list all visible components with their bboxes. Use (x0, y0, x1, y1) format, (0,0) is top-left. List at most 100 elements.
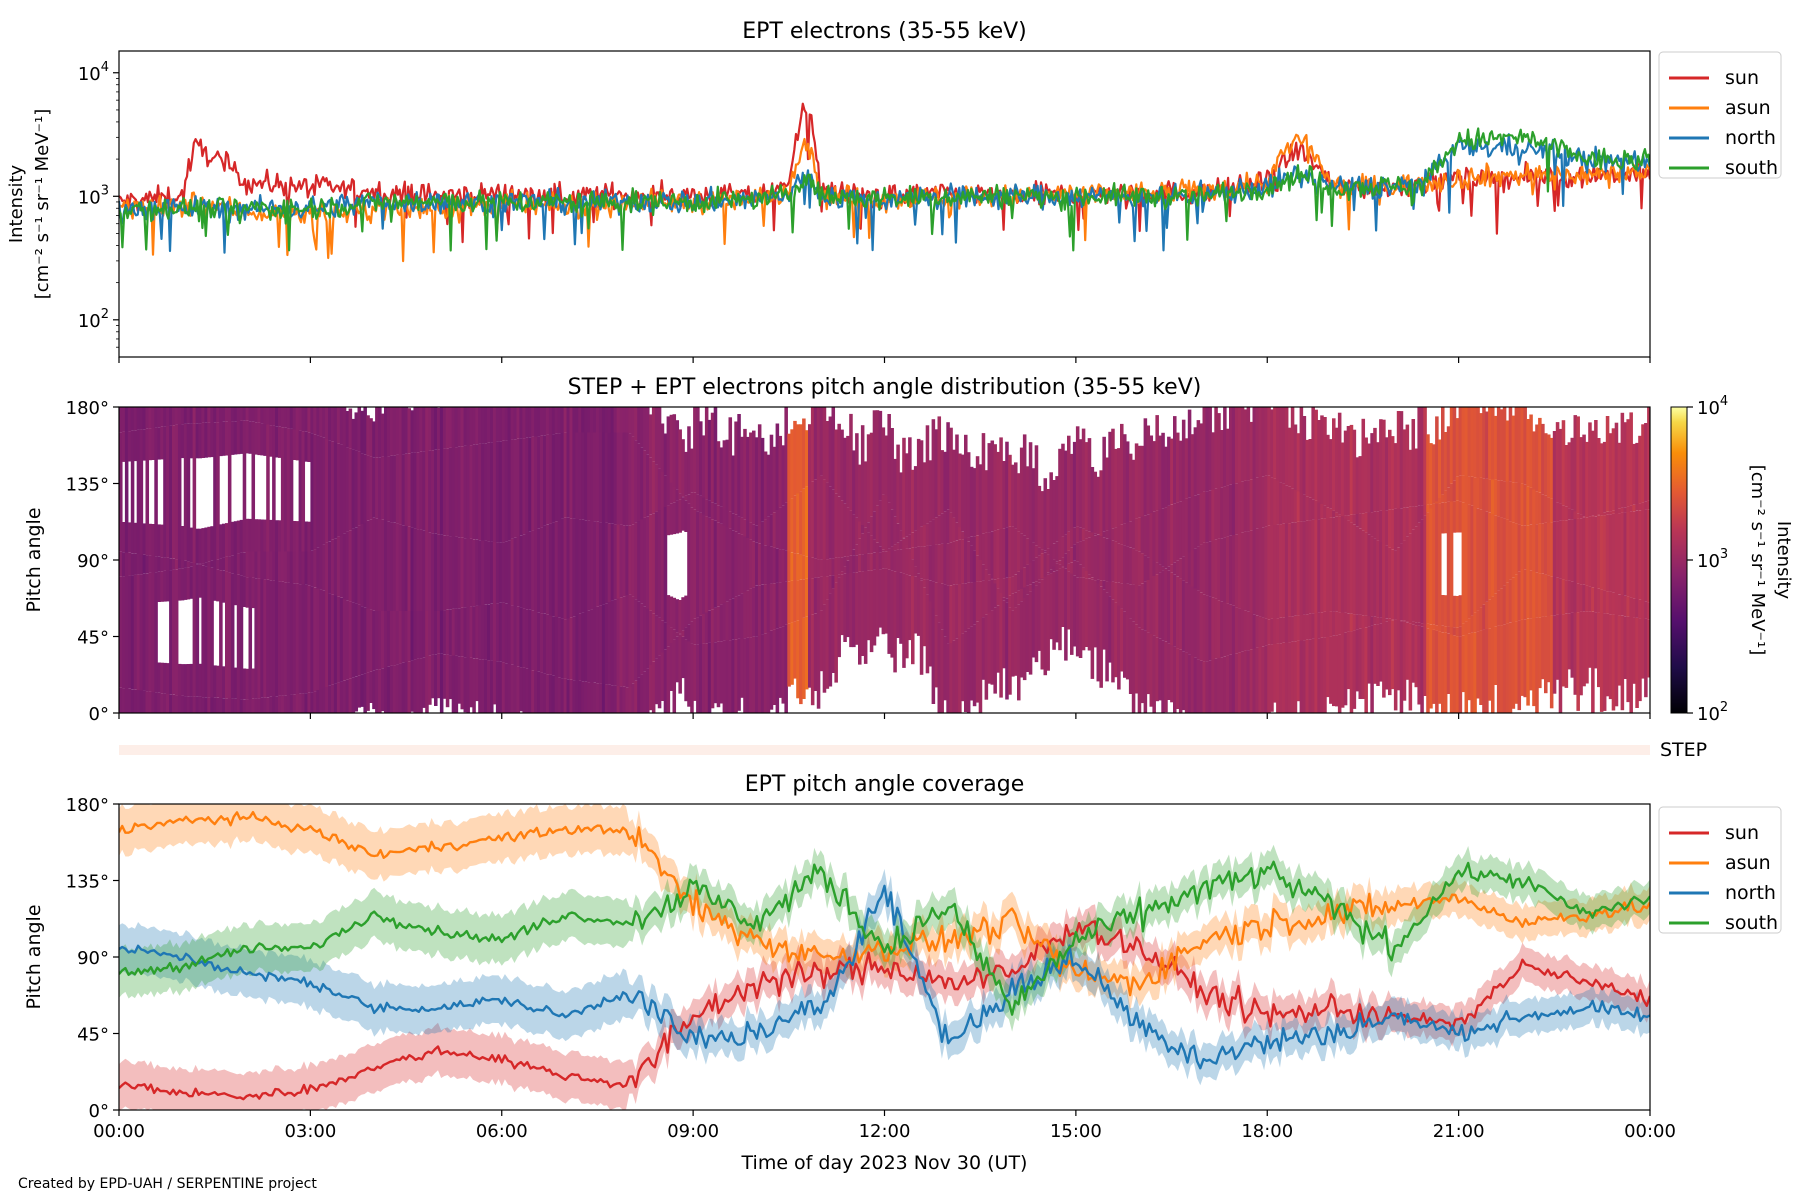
heatmap-cell (634, 522, 638, 600)
heatmap-cell (919, 578, 924, 581)
heatmap-cell (1647, 509, 1650, 603)
heatmap-cell (819, 559, 824, 577)
heatmap-cell (1452, 627, 1457, 636)
heatmap-cell (993, 530, 997, 580)
heatmap-cell (1128, 547, 1133, 585)
heatmap-cell (816, 559, 821, 578)
heatmap-cell (154, 427, 158, 557)
heatmap-cell (1470, 476, 1474, 506)
heatmap-cell (1102, 436, 1106, 532)
heatmap-cell (731, 598, 735, 640)
heatmap-cell (272, 580, 276, 697)
heatmap-cell (1237, 533, 1242, 609)
heatmap-cell (1081, 540, 1086, 568)
heatmap-cell (1426, 504, 1430, 513)
heatmap-cell (525, 609, 529, 669)
heatmap-cell (713, 607, 718, 642)
heatmap-cell (381, 413, 385, 457)
heatmap-cell (869, 535, 874, 554)
heatmap-cell (1629, 597, 1633, 617)
heatmap-cell (1131, 621, 1136, 713)
heatmap-cell (1090, 577, 1095, 580)
heatmap-cell (1632, 598, 1636, 618)
x-tick-label: 03:00 (284, 1121, 336, 1142)
heatmap-cell (613, 685, 618, 713)
heatmap-cell (1564, 445, 1569, 507)
heatmap-cell (528, 531, 532, 610)
heatmap-cell (1379, 419, 1383, 511)
heatmap-cell (407, 453, 412, 527)
heatmap-cell (375, 457, 379, 519)
heatmap-cell (490, 541, 494, 604)
heatmap-cell (1305, 520, 1310, 615)
heatmap-cell (410, 611, 415, 661)
heatmap-cell (1264, 645, 1268, 713)
heatmap-cell (1067, 435, 1071, 532)
heatmap-cell (722, 440, 727, 509)
heatmap-cell (749, 432, 753, 523)
heatmap-cell (1443, 502, 1448, 534)
heatmap-cell (1393, 508, 1398, 551)
heatmap-cell (1329, 439, 1333, 509)
heatmap-cell (139, 429, 144, 555)
heatmap-cell (625, 687, 629, 713)
heatmap-cell (1273, 618, 1277, 644)
heatmap-cell (1423, 505, 1427, 516)
heatmap-cell (699, 421, 703, 496)
heatmap-cell (1491, 596, 1495, 628)
heatmap-cell (1205, 661, 1209, 713)
heatmap-cell (1240, 651, 1245, 713)
heatmap-cell (1332, 611, 1336, 636)
heatmap-cell (1617, 508, 1622, 514)
heatmap-cell (866, 553, 871, 571)
heatmap-cell (1223, 537, 1227, 603)
heatmap-cell (560, 518, 565, 619)
heatmap-cell (755, 525, 759, 543)
heatmap-cell (136, 690, 141, 713)
heatmap-cell (684, 595, 688, 628)
series-line-north (119, 884, 1650, 1070)
heatmap-cell (1025, 585, 1030, 595)
heatmap-cell (702, 497, 706, 515)
heatmap-cell (522, 667, 526, 713)
heatmap-cell (1582, 434, 1586, 517)
heatmap-cell (1011, 526, 1015, 577)
heatmap-cell (336, 407, 341, 444)
heatmap-cell (640, 407, 644, 448)
heatmap-cell (1284, 485, 1289, 524)
heatmap-cell (852, 555, 856, 573)
heatmap-cell (222, 523, 226, 558)
heatmap-cell (198, 663, 203, 697)
heatmap-cell (1558, 578, 1563, 615)
heatmap-cell (543, 613, 547, 674)
heatmap-cell (1070, 573, 1074, 655)
heatmap-cell (955, 638, 959, 713)
heatmap-cell (1108, 596, 1112, 663)
heatmap-cell (1491, 627, 1495, 713)
heatmap-cell (834, 558, 838, 575)
heatmap-cell (649, 610, 653, 665)
heatmap-cell (142, 554, 147, 574)
heatmap-cell (1264, 526, 1268, 619)
heatmap-cell (204, 407, 208, 423)
heatmap-cell (439, 449, 444, 535)
heatmap-cell (825, 421, 830, 483)
heatmap-cell (837, 496, 841, 558)
heatmap-cell (189, 566, 194, 599)
heatmap-cell (1626, 596, 1630, 617)
heatmap-cell (1605, 511, 1610, 515)
heatmap-cell (1382, 618, 1386, 623)
heatmap-cell (1173, 562, 1177, 575)
heatmap-cell (219, 422, 223, 457)
heatmap-cell (1052, 543, 1056, 560)
heatmap-cell (1093, 535, 1098, 580)
heatmap-cell (1588, 611, 1592, 668)
heatmap-cell (1019, 447, 1024, 534)
heatmap-cell (160, 524, 164, 558)
heatmap-cell (593, 682, 597, 713)
heatmap-cell (510, 407, 515, 440)
heatmap-cell (619, 432, 624, 525)
heatmap-cell (1176, 648, 1180, 709)
heatmap-cell (1022, 434, 1027, 536)
heatmap-cell (1455, 596, 1460, 628)
